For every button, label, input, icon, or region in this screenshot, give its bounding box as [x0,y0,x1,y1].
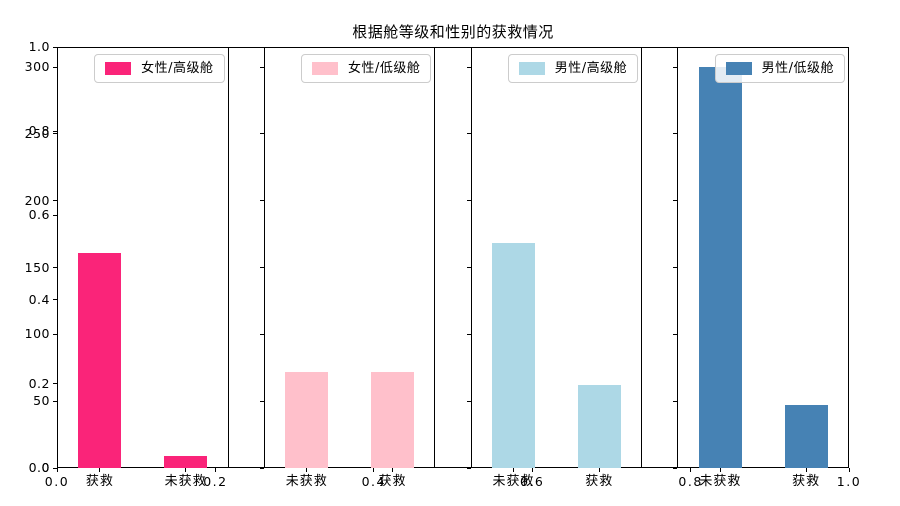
inner-y-axis-tick [673,400,678,402]
category-tick-label: 未获救 [285,474,328,489]
x-axis-tick [690,468,692,472]
y-axis-tick [53,214,57,216]
category-axis-tick [391,468,393,472]
bar [164,455,208,468]
y-axis-tick [53,299,57,301]
inner-y-axis-tick-label: 300 [24,59,50,75]
category-axis-tick [306,468,308,472]
x-axis-tick-label: 0.6 [519,474,545,489]
inner-y-axis-tick-label: 150 [24,259,50,275]
y-axis-tick-label: 0.8 [28,123,50,139]
inner-y-axis-tick [673,200,678,202]
category-tick-label: 获救 [85,474,114,489]
bar [784,405,828,468]
x-axis-tick [531,468,533,472]
inner-y-axis-tick [673,333,678,335]
bar [285,371,329,468]
legend-label: 男性/高级舱 [554,61,628,76]
inner-y-axis-tick [53,66,57,68]
legend-swatch [311,62,338,75]
legend: 男性/高级舱 [507,54,639,83]
inner-y-axis-tick-label: 50 [33,393,50,409]
inner-y-axis-tick [259,133,264,135]
x-axis-tick-label: 0.2 [203,474,228,489]
legend-swatch [725,62,752,75]
inner-y-axis-tick [673,267,678,269]
x-axis-tick [848,468,850,472]
inner-y-axis-tick [53,200,57,202]
inner-y-axis-tick [259,333,264,335]
chart-title: 根据舱等级和性别的获救情况 [352,23,554,41]
legend: 女性/低级舱 [300,54,432,83]
bar [698,67,742,468]
category-axis-tick [99,468,101,472]
inner-y-axis-tick [259,267,264,269]
inner-y-axis-tick [673,66,678,68]
legend-swatch [105,62,132,75]
inner-y-axis-tick [466,133,471,135]
category-tick-label: 未获救 [492,474,535,489]
category-tick-label: 获救 [378,474,407,489]
inner-y-axis-tick-label: 250 [24,125,50,141]
inner-y-axis-tick [673,467,678,469]
inner-y-axis-tick [673,133,678,135]
y-axis-tick-label: 0.6 [28,207,50,223]
y-axis-tick-label: 1.0 [28,39,50,54]
inner-y-axis-tick [53,267,57,269]
inner-y-axis-tick [466,467,471,469]
inner-y-axis-tick [259,66,264,68]
x-axis-tick-label: 0.4 [361,474,386,489]
inner-y-axis-tick [466,66,471,68]
inner-y-axis-tick [466,200,471,202]
legend-swatch [518,62,545,75]
inner-y-axis-tick [466,333,471,335]
y-axis-tick [53,130,57,132]
y-axis-tick-label: 0.4 [28,291,50,307]
category-axis-tick [185,468,187,472]
bar [78,252,122,468]
category-tick-label: 未获救 [699,474,742,489]
x-axis-tick-label: 1.0 [836,474,862,489]
legend: 男性/低级舱 [714,54,845,83]
x-axis-tick [56,468,58,472]
inner-y-axis-tick-label: 100 [24,326,50,342]
legend-label: 男性/低级舱 [761,61,834,76]
category-tick-label: 获救 [792,474,821,489]
category-tick-label: 未获救 [164,474,207,489]
y-axis-tick-label: 0.2 [28,375,50,391]
x-axis-tick-label: 0.0 [44,474,70,489]
x-axis-tick [373,468,375,472]
x-axis-tick [214,468,216,472]
inner-y-axis-tick [53,133,57,135]
inner-y-axis-tick [53,467,57,469]
legend: 女性/高级舱 [94,54,225,83]
category-tick-label: 获救 [585,474,614,489]
category-axis-tick [513,468,515,472]
category-axis-tick [598,468,600,472]
bar [370,371,414,468]
x-axis-tick-label: 0.8 [678,474,703,489]
inner-y-axis-tick [259,200,264,202]
inner-y-axis-tick [466,267,471,269]
inner-y-axis-tick [259,400,264,402]
category-axis-tick [719,468,721,472]
inner-y-axis-tick [53,400,57,402]
bar [577,385,621,468]
inner-y-axis-tick-label: 200 [24,192,50,208]
y-axis-tick [53,383,57,385]
legend-label: 女性/低级舱 [347,61,421,76]
y-axis-tick [53,46,57,48]
inner-y-axis-tick [466,400,471,402]
inner-y-axis-tick [53,333,57,335]
y-axis-tick-label: 0.0 [28,460,50,475]
inner-y-axis-tick [259,467,264,469]
bar [492,243,536,468]
inner-y-axis-tick-label: 0 [41,460,50,475]
category-axis-tick [805,468,807,472]
legend-label: 女性/高级舱 [141,61,214,76]
